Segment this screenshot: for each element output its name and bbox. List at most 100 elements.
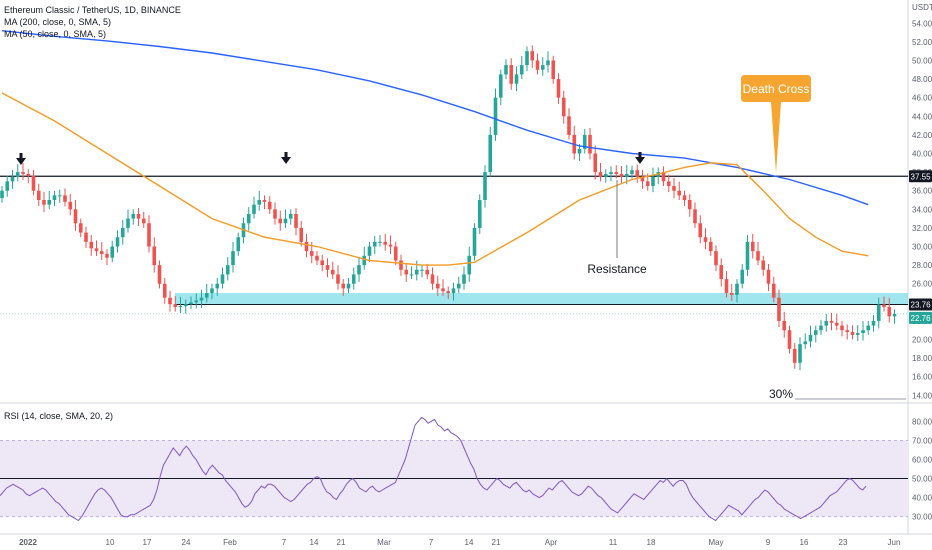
candle-body: [735, 283, 739, 295]
legend-ma50: MA (50, close, 0, SMA, 5): [4, 29, 107, 39]
price-tick-label: 52.00: [912, 38, 932, 47]
candle-body: [99, 251, 104, 254]
price-tick-label: 36.00: [912, 187, 932, 196]
price-tick-label: 48.00: [912, 75, 932, 84]
candle-body: [477, 200, 482, 228]
candle-body: [267, 201, 272, 210]
candle-body: [189, 302, 193, 305]
candle-body: [693, 209, 697, 224]
candle-body: [141, 218, 146, 224]
candle-body: [892, 313, 897, 317]
candle-body: [840, 325, 844, 331]
candle-body: [525, 51, 529, 66]
candle-body: [257, 200, 262, 205]
price-badge: [909, 170, 932, 183]
time-tick-label: 7: [429, 538, 434, 547]
rsi-tick-label: 40.00: [912, 494, 932, 503]
candle-body: [288, 213, 293, 219]
price-badge-label: 22.76: [911, 314, 932, 323]
candle-body: [745, 241, 750, 270]
time-tick-label: 14: [465, 538, 474, 547]
time-tick-label: 24: [182, 538, 191, 547]
price-tick-label: 40.00: [912, 149, 932, 158]
candle-body: [236, 237, 241, 252]
candle-body: [488, 134, 493, 173]
support-zone-layer: [175, 293, 908, 305]
candle-body: [204, 293, 209, 298]
candle-body: [766, 269, 771, 284]
time-tick-label: 9: [766, 538, 771, 547]
candle-body: [393, 246, 398, 261]
candle-body: [708, 241, 713, 252]
candle-body: [750, 241, 755, 252]
candle-body: [798, 344, 802, 363]
candle-body: [105, 253, 109, 258]
candle-body: [845, 330, 850, 333]
price-badge-label: 37.55: [911, 172, 932, 181]
candle-body: [246, 213, 251, 224]
down-arrow-icon: [635, 152, 645, 164]
candle-body: [52, 195, 57, 200]
candle-body: [225, 265, 230, 275]
candle-body: [378, 241, 382, 243]
candle-body: [850, 332, 855, 335]
candle-body: [451, 288, 456, 294]
candle-body: [682, 195, 687, 200]
down-arrow-icon: [16, 153, 26, 165]
candle-body: [829, 320, 834, 323]
candle-body: [882, 304, 886, 307]
candle-body: [714, 251, 718, 266]
time-tick-label: 11: [609, 538, 618, 547]
candle-body: [15, 172, 20, 177]
candle-body: [441, 288, 445, 292]
candle-body: [299, 227, 304, 242]
candle-body: [63, 195, 67, 202]
candle-body: [871, 320, 876, 326]
candle-body: [110, 246, 115, 258]
candle-body: [57, 195, 62, 197]
time-tick-label: 7: [282, 538, 287, 547]
time-tick-label: 2022: [19, 538, 37, 547]
candle-body: [94, 248, 99, 252]
currency-label: USDT: [912, 3, 932, 12]
candle-body: [273, 209, 277, 219]
candle-body: [162, 283, 167, 298]
candle-body: [630, 170, 634, 174]
candle-body: [761, 260, 766, 270]
candle-body: [78, 223, 83, 233]
candle-body: [661, 172, 666, 182]
resistance-label: Resistance: [587, 262, 647, 276]
candle-body: [866, 325, 871, 331]
rsi-line: [0, 416, 867, 522]
candle-body: [435, 283, 440, 289]
candle-body: [183, 304, 188, 307]
price-tick-label: 30.00: [912, 243, 932, 252]
candle-body: [136, 213, 141, 219]
rsi-tick-label: 50.00: [912, 475, 932, 484]
level-lines: [0, 175, 908, 315]
candle-body: [504, 65, 508, 75]
candle-body: [367, 246, 372, 256]
candle-body: [588, 134, 592, 154]
rsi-tick-label: 80.00: [912, 417, 932, 426]
candle-body: [294, 213, 298, 228]
candle-body: [346, 283, 351, 289]
candle-body: [719, 265, 724, 280]
candle-body: [598, 172, 603, 177]
candle-body: [624, 173, 629, 177]
candle-body: [677, 190, 682, 196]
candle-body: [777, 297, 781, 321]
death-cross-callout: [741, 75, 811, 173]
candle-body: [640, 176, 645, 182]
candle-body: [152, 246, 157, 266]
candle-body: [120, 227, 125, 238]
candle-body: [483, 172, 487, 200]
candle-body: [703, 237, 708, 242]
candle-body: [388, 244, 393, 247]
resistance-label-bg: [588, 259, 646, 278]
time-tick-label: Jun: [888, 538, 901, 547]
price-tick-label: 26.00: [912, 280, 932, 289]
candle-body: [336, 274, 340, 284]
candle-body: [729, 293, 734, 295]
